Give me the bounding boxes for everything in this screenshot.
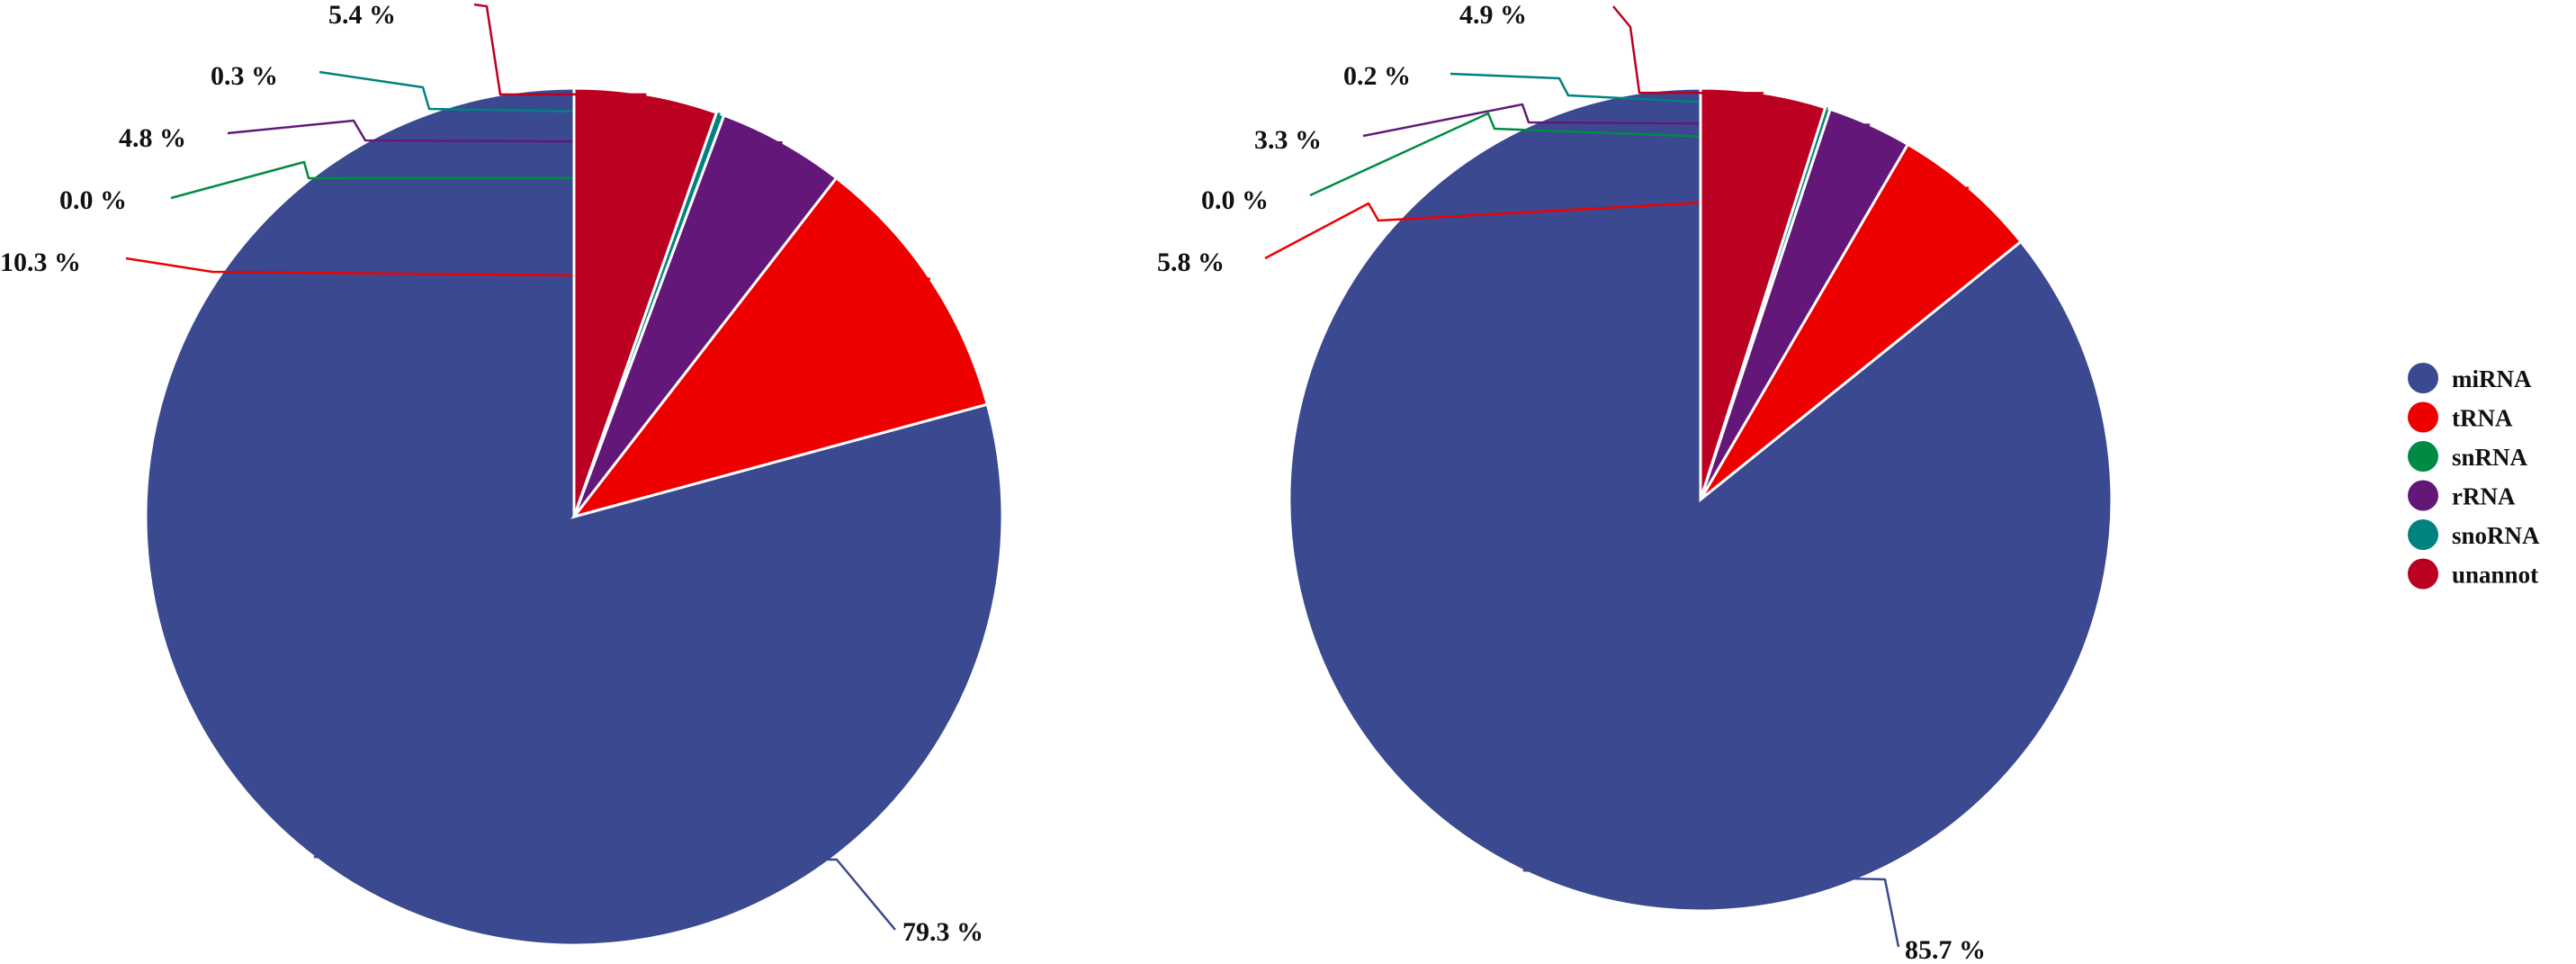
- legend-label-mirna: miRNA: [2452, 365, 2532, 392]
- legend-swatch-mirna: [2408, 363, 2438, 393]
- leader-line-unannot: [1612, 5, 1764, 95]
- pie-chart-left: 79.3 % 10.3 % 0.0 % 4.8 % 0.3 % 5.4 %: [0, 0, 1004, 947]
- slice-label-trna: 10.3 %: [0, 248, 81, 277]
- slice-label-rrna: 4.8 %: [119, 123, 186, 153]
- legend-label-trna: tRNA: [2452, 405, 2513, 432]
- leader-line-mirna: [1522, 869, 1900, 948]
- slice-label-unannot: 4.9 %: [1459, 0, 1527, 30]
- legend-swatch-unannot: [2408, 558, 2438, 590]
- leader-line-unannot: [473, 3, 647, 96]
- slice-label-mirna: 85.7 %: [1905, 935, 1986, 964]
- slice-label-mirna: 79.3 %: [902, 917, 983, 947]
- slice-label-snorna: 0.2 %: [1343, 61, 1411, 91]
- legend-swatch-trna: [2408, 401, 2438, 433]
- legend-swatch-rrna: [2408, 480, 2438, 511]
- legend-swatch-snrna: [2408, 441, 2438, 472]
- leader-line-snorna: [1450, 72, 1828, 110]
- slice-label-trna: 5.8 %: [1157, 248, 1225, 277]
- leader-line-mirna: [313, 855, 896, 931]
- leader-line-snrna: [170, 160, 837, 200]
- slice-label-rrna: 3.3 %: [1254, 125, 1322, 155]
- slice-label-snrna: 0.0 %: [59, 185, 127, 215]
- legend-swatch-snorna: [2408, 519, 2438, 550]
- legend-label-unannot: unannot: [2452, 562, 2538, 589]
- slice-label-unannot: 5.4 %: [328, 0, 396, 30]
- legend-label-rrna: rRNA: [2452, 483, 2516, 510]
- slice-label-snrna: 0.0 %: [1201, 185, 1269, 215]
- leader-line-trna: [1264, 186, 1970, 260]
- slice-label-snorna: 0.3 %: [211, 61, 278, 91]
- pie-chart-right: 85.7 % 5.8 % 0.0 % 3.3 % 0.2 % 4.9 %: [1157, 0, 2114, 964]
- legend-label-snorna: snoRNA: [2452, 522, 2540, 549]
- legend: miRNA tRNA snRNA rRNA snoRNA unannot: [2408, 363, 2540, 590]
- legend-label-snrna: snRNA: [2452, 444, 2528, 471]
